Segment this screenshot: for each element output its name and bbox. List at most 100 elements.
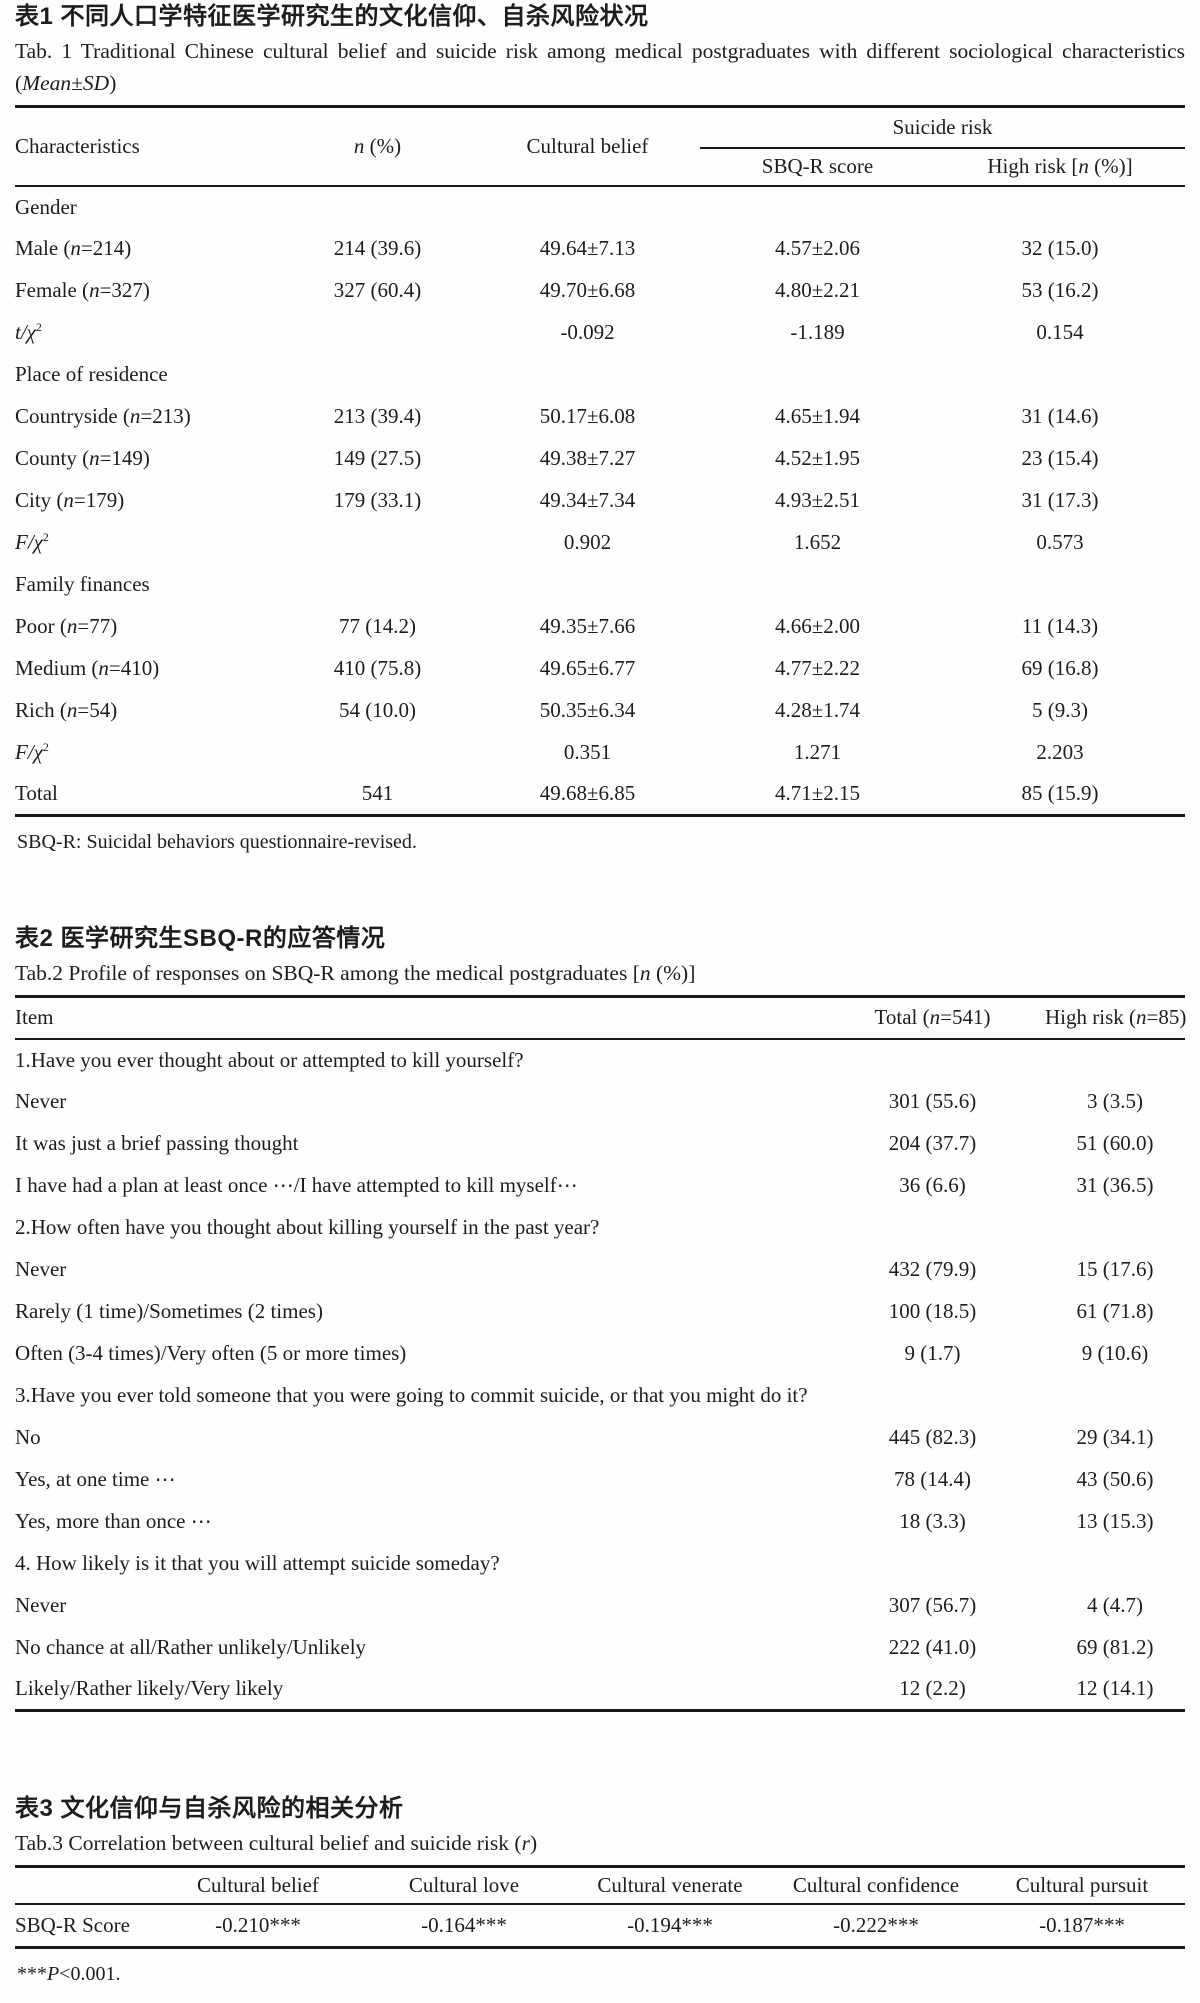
row-label: Female (n=327)	[15, 278, 150, 302]
cell	[700, 354, 935, 396]
table1-row-countryside: Countryside (n=213) 213 (39.4) 50.17±6.0…	[15, 396, 1185, 438]
row-label: Never	[15, 1089, 67, 1113]
cell: 49.65±6.77	[539, 656, 636, 680]
table1-footnote: SBQ-R: Suicidal behaviors questionnaire-…	[17, 831, 417, 853]
cell	[280, 312, 475, 354]
cell: 1.652	[793, 530, 842, 554]
table1-row-residence-stat: F/χ2 0.902 1.652 0.573	[15, 522, 1185, 564]
cell: 4 (4.7)	[1087, 1593, 1143, 1617]
cell: 49.34±7.34	[539, 488, 636, 512]
cell: -0.187***	[1039, 1912, 1125, 1937]
table1-row-finances-section: Family finances	[15, 564, 1185, 606]
table3-footnote: ***P<0.001.	[17, 1963, 121, 1985]
cell: 204 (37.7)	[888, 1131, 977, 1155]
cell: 4.52±1.95	[774, 446, 861, 470]
cell: 49.64±7.13	[539, 236, 636, 260]
table2-row-q1-plan-attempt: I have had a plan at least once ⋯/I have…	[15, 1165, 1185, 1207]
cell	[475, 564, 700, 606]
row-label: Total	[15, 781, 58, 806]
row-label: Male (n=214)	[15, 236, 132, 260]
row-label: 2.How often have you thought about killi…	[15, 1215, 600, 1239]
table2-row-q4: 4. How likely is it that you will attemp…	[15, 1543, 1185, 1585]
cell: 410 (75.8)	[333, 656, 422, 680]
table2-row-q3: 3.Have you ever told someone that you we…	[15, 1375, 1185, 1417]
col-header-suicide-risk: Suicide risk	[700, 106, 1185, 149]
cell: 222 (41.0)	[888, 1635, 977, 1659]
cell: 78 (14.4)	[894, 1467, 971, 1491]
table3-title-zh: 表3 文化信仰与自杀风险的相关分析	[15, 1795, 404, 1822]
cell: -0.210***	[215, 1912, 301, 1937]
cell: 100 (18.5)	[888, 1299, 977, 1323]
cell: 445 (82.3)	[888, 1425, 977, 1449]
table2-row-q3-yes-once: Yes, at one time ⋯ 78 (14.4) 43 (50.6)	[15, 1459, 1185, 1501]
cell: 541	[361, 781, 394, 806]
table1-row-poor: Poor (n=77) 77 (14.2) 49.35±7.66 4.66±2.…	[15, 606, 1185, 648]
row-label: No	[15, 1425, 41, 1449]
table3-section: 表3 文化信仰与自杀风险的相关分析 Tab.3 Correlation betw…	[15, 1794, 1185, 1986]
table2-body: 1.Have you ever thought about or attempt…	[15, 1039, 1185, 1711]
cell: 31 (36.5)	[1076, 1173, 1154, 1197]
cell: 0.902	[563, 530, 612, 554]
table2-row-q4-likely: Likely/Rather likely/Very likely 12 (2.2…	[15, 1669, 1185, 1711]
cell	[700, 186, 935, 228]
col-header-cultural-love: Cultural love	[408, 1872, 520, 1897]
table1-header-row-1: Characteristics n (%) Cultural belief Su…	[15, 106, 1185, 158]
cell: 36 (6.6)	[899, 1173, 966, 1197]
table2-row-q1: 1.Have you ever thought about or attempt…	[15, 1039, 1185, 1081]
row-label: Often (3-4 times)/Very often (5 or more …	[15, 1341, 407, 1365]
cell: 43 (50.6)	[1076, 1467, 1154, 1491]
cell: 13 (15.3)	[1076, 1509, 1154, 1533]
row-label: SBQ-R Score	[15, 1912, 130, 1937]
cell	[280, 186, 475, 228]
cell: -0.092	[560, 320, 615, 344]
table1-row-gender-stat: t/χ2 -0.092 -1.189 0.154	[15, 312, 1185, 354]
cell: 11 (14.3)	[1021, 614, 1099, 638]
table2-row-q2: 2.How often have you thought about killi…	[15, 1207, 1185, 1249]
table2-row-q1-brief-thought: It was just a brief passing thought 204 …	[15, 1123, 1185, 1165]
cell: 3 (3.5)	[1087, 1089, 1143, 1113]
cell: -0.222***	[833, 1912, 919, 1937]
cell	[280, 522, 475, 564]
cell: 9 (10.6)	[1081, 1341, 1149, 1365]
row-label: City (n=179)	[15, 488, 125, 512]
cell: 4.80±2.21	[774, 278, 861, 302]
cell: 85 (15.9)	[1021, 781, 1099, 806]
cell: 12 (14.1)	[1076, 1676, 1154, 1701]
row-label: Gender	[15, 194, 77, 219]
cell	[935, 354, 1185, 396]
cell: 51 (60.0)	[1076, 1131, 1154, 1155]
col-header-cultural-belief: Cultural belief	[526, 133, 649, 158]
cell: 18 (3.3)	[899, 1509, 966, 1533]
cell	[280, 354, 475, 396]
table1-section: 表1 不同人口学特征医学研究生的文化信仰、自杀风险状况 Tab. 1 Tradi…	[15, 2, 1185, 854]
col-header-empty	[15, 1867, 155, 1904]
table3-caption-en: Tab.3 Correlation between cultural belie…	[15, 1831, 538, 1855]
row-label: F/χ2	[15, 530, 49, 554]
row-label: Rich (n=54)	[15, 698, 118, 722]
table1-row-city: City (n=179) 179 (33.1) 49.34±7.34 4.93±…	[15, 480, 1185, 522]
cell	[935, 186, 1185, 228]
cell: 432 (79.9)	[888, 1257, 977, 1281]
row-label: Likely/Rather likely/Very likely	[15, 1676, 284, 1701]
cell: 54 (10.0)	[339, 698, 416, 722]
table3-header-row: Cultural belief Cultural love Cultural v…	[15, 1867, 1185, 1904]
table2-title-zh: 表2 医学研究生SBQ-R的应答情况	[15, 925, 386, 952]
col-header-n-pct: n (%)	[353, 133, 402, 158]
row-label: 1.Have you ever thought about or attempt…	[15, 1047, 524, 1072]
table1-header: Characteristics n (%) Cultural belief Su…	[15, 106, 1185, 186]
cell: 4.71±2.15	[774, 781, 861, 806]
table3-row-sbqr-score: SBQ-R Score -0.210*** -0.164*** -0.194**…	[15, 1904, 1185, 1948]
table1-title-zh: 表1 不同人口学特征医学研究生的文化信仰、自杀风险状况	[15, 3, 649, 30]
cell	[475, 354, 700, 396]
table2-row-q4-no-chance: No chance at all/Rather unlikely/Unlikel…	[15, 1627, 1185, 1669]
col-header-cultural-belief: Cultural belief	[197, 1872, 319, 1897]
cell: 9 (1.7)	[904, 1341, 961, 1365]
cell: 49.35±7.66	[539, 614, 636, 638]
row-label: Rarely (1 time)/Sometimes (2 times)	[15, 1299, 323, 1323]
cell: 5 (9.3)	[1032, 698, 1088, 722]
cell: -0.194***	[627, 1912, 713, 1937]
cell	[280, 732, 475, 774]
cell: 2.203	[1036, 740, 1084, 764]
cell: 53 (16.2)	[1021, 278, 1099, 302]
col-header-total: Total (n=541)	[874, 1005, 991, 1030]
